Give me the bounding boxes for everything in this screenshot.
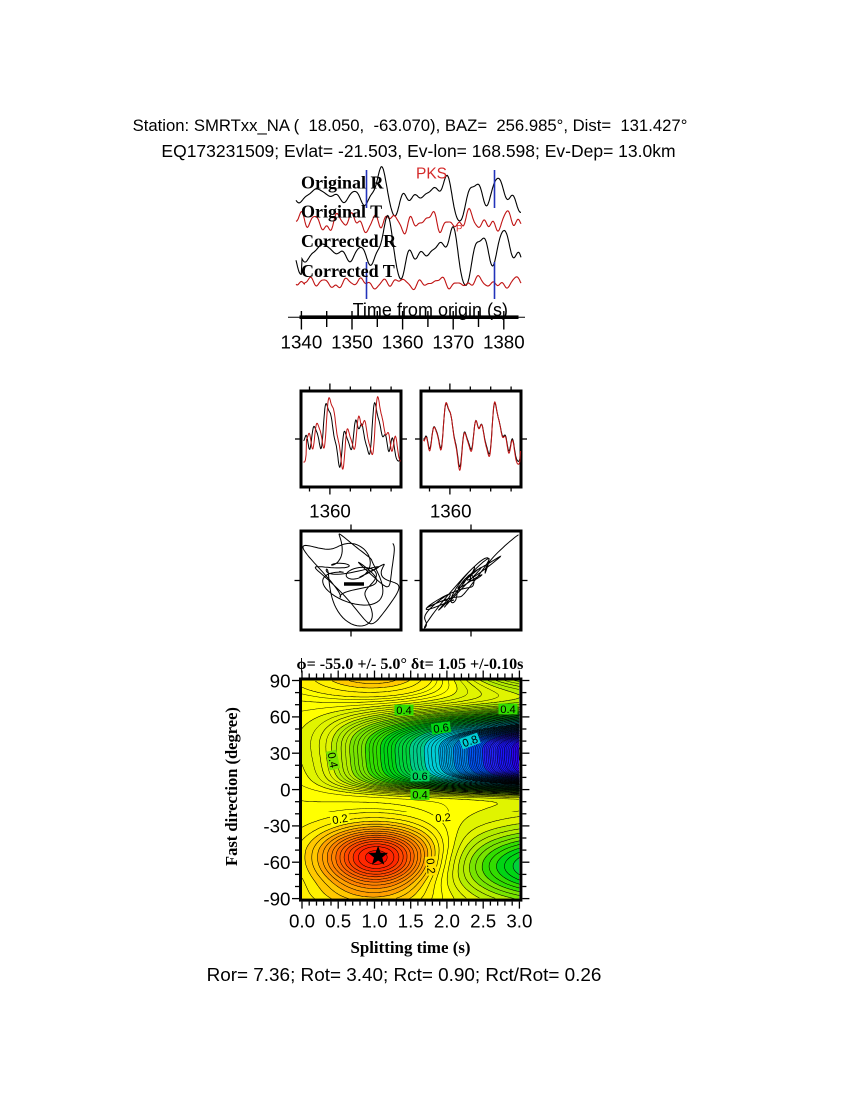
svg-text:0.0: 0.0 [289, 910, 315, 931]
svg-text:0.2: 0.2 [423, 858, 436, 875]
svg-text:Station: SMRTxx_NA ( 18.050,: Station: SMRTxx_NA ( 18.050, -63.070), B… [133, 116, 688, 135]
svg-text:Ror= 7.36; Rot= 3.40; Rct= 0.9: Ror= 7.36; Rot= 3.40; Rct= 0.90; Rct/Rot… [207, 965, 602, 986]
svg-text:P: P [456, 224, 462, 235]
svg-text:90: 90 [270, 670, 291, 691]
svg-text:1360: 1360 [309, 500, 351, 521]
svg-text:Original T: Original T [301, 202, 382, 222]
svg-text:1360: 1360 [430, 500, 472, 521]
svg-text:30: 30 [270, 743, 291, 764]
svg-text:Corrected T: Corrected T [301, 261, 395, 281]
svg-text:0.6: 0.6 [412, 771, 428, 783]
svg-text:2.5: 2.5 [470, 910, 496, 931]
svg-text:-60: -60 [263, 852, 290, 873]
svg-text:0.4: 0.4 [325, 751, 340, 769]
svg-text:3.0: 3.0 [506, 910, 532, 931]
svg-text:0.2: 0.2 [435, 812, 452, 825]
svg-text:Fast direction (degree): Fast direction (degree) [222, 707, 241, 866]
svg-text:1370: 1370 [432, 332, 474, 353]
svg-text:Splitting time (s): Splitting time (s) [350, 938, 470, 957]
svg-text:0.4: 0.4 [412, 790, 428, 802]
svg-text:ϕ= -55.0 +/- 5.0° δt= 1.05 +/-: ϕ= -55.0 +/- 5.0° δt= 1.05 +/-0.10s [297, 656, 524, 673]
svg-text:0.2: 0.2 [331, 813, 348, 828]
svg-text:0.4: 0.4 [396, 705, 412, 717]
svg-text:1360: 1360 [382, 332, 424, 353]
svg-text:-90: -90 [263, 888, 290, 909]
svg-text:0: 0 [280, 779, 290, 800]
svg-text:1380: 1380 [483, 332, 525, 353]
svg-text:1.0: 1.0 [361, 910, 387, 931]
svg-text:2.0: 2.0 [434, 910, 460, 931]
svg-text:0.8: 0.8 [461, 734, 480, 751]
svg-text:60: 60 [270, 707, 291, 728]
svg-text:Time from origin (s): Time from origin (s) [353, 300, 508, 320]
svg-text:Corrected R: Corrected R [301, 231, 397, 251]
svg-text:0.4: 0.4 [500, 704, 516, 716]
svg-text:1.5: 1.5 [398, 910, 424, 931]
svg-text:0.6: 0.6 [433, 722, 450, 736]
svg-text:-30: -30 [263, 816, 290, 837]
svg-text:Original R: Original R [301, 173, 385, 193]
svg-text:EQ173231509; Evlat= -21.503, E: EQ173231509; Evlat= -21.503, Ev-lon= 168… [161, 141, 675, 161]
svg-text:0.5: 0.5 [325, 910, 351, 931]
svg-text:1350: 1350 [331, 332, 373, 353]
svg-text:1340: 1340 [281, 332, 323, 353]
svg-text:PKS: PKS [416, 166, 447, 183]
